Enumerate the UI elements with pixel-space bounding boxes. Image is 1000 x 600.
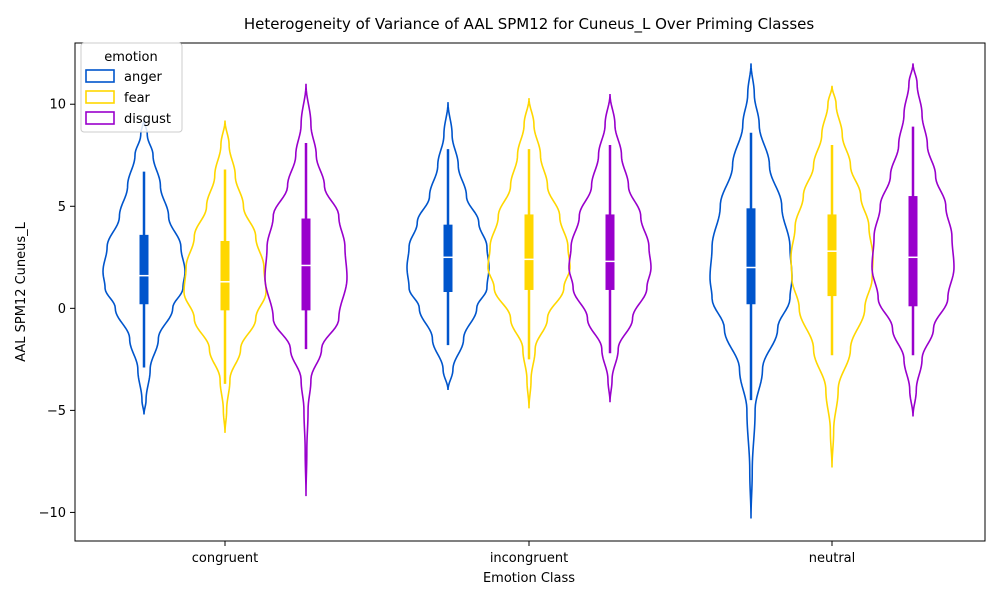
violin-iqr-box: [443, 224, 453, 292]
violin-iqr-box: [605, 214, 615, 290]
x-tick-label: congruent: [192, 551, 259, 566]
violin-outline: [183, 120, 267, 433]
violin-iqr-box: [746, 208, 756, 305]
violin-iqr-box: [908, 196, 918, 307]
legend-label-anger: anger: [124, 70, 162, 85]
violin-outline: [790, 85, 874, 468]
y-tick-label: 5: [58, 200, 66, 215]
x-tick-label: neutral: [809, 551, 856, 566]
violin-anger-neutral: [709, 63, 793, 519]
legend-title: emotion: [104, 50, 158, 65]
violin-disgust-congruent: [264, 83, 348, 497]
violin-anger-congruent: [102, 118, 186, 415]
x-axis-label: Emotion Class: [483, 571, 575, 586]
legend-box: [80, 42, 183, 133]
legend-label-fear: fear: [124, 91, 151, 106]
legend-swatch-disgust: [85, 111, 115, 125]
violin-outline: [568, 93, 652, 403]
violin-disgust-neutral: [871, 63, 955, 417]
violin-iqr-box: [220, 240, 230, 311]
violin-iqr-box: [139, 234, 149, 305]
violin-fear-incongruent: [487, 98, 571, 409]
violin-outline: [871, 63, 955, 417]
violin-outline: [406, 102, 490, 391]
legend-label-disgust: disgust: [124, 112, 171, 127]
violin-anger-incongruent: [406, 102, 490, 391]
plot-area: [102, 63, 955, 519]
axes: −10 −5 0 5 10 congruent incongruent neutral: [39, 98, 856, 566]
violin-iqr-box: [301, 218, 311, 311]
violin-iqr-box: [524, 214, 534, 290]
legend-swatch-anger: [85, 69, 115, 83]
violin-outline: [709, 63, 793, 519]
violin-iqr-box: [827, 214, 837, 297]
y-tick-label: −10: [39, 506, 66, 521]
y-tick-label: −5: [47, 404, 66, 419]
violin-outline: [487, 98, 571, 409]
violin-fear-congruent: [183, 120, 267, 433]
violin-fear-neutral: [790, 85, 874, 468]
y-axis-label: AAL SPM12 Cuneus_L: [14, 221, 29, 362]
violin-disgust-incongruent: [568, 93, 652, 403]
legend-swatch-fear: [85, 90, 115, 104]
chart-title: Heterogeneity of Variance of AAL SPM12 f…: [244, 15, 815, 34]
legend: emotion anger fear disgust: [80, 42, 183, 133]
plot-frame: [74, 42, 986, 542]
y-tick-label: 10: [49, 98, 66, 113]
violin-outline: [264, 83, 348, 497]
legend-entries: anger fear disgust: [85, 69, 171, 127]
x-tick-label: incongruent: [490, 551, 568, 566]
y-tick-label: 0: [58, 302, 66, 317]
